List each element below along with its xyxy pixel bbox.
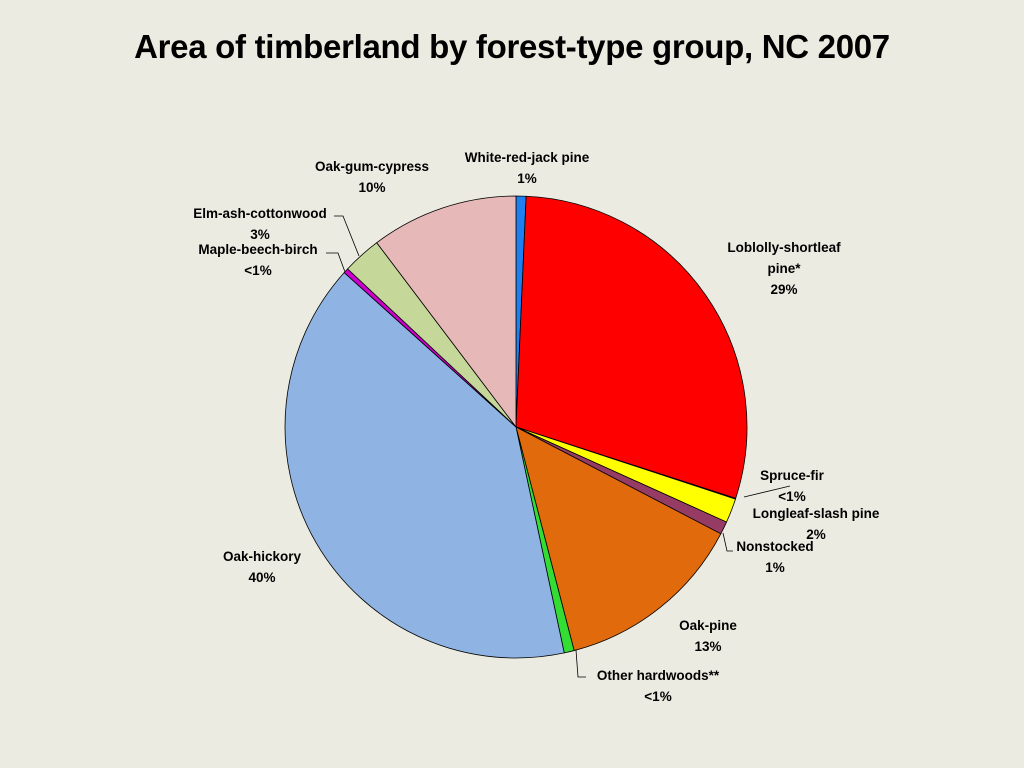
data-label-oak-gum-cypress: Oak-gum-cypress 10% — [315, 159, 429, 195]
data-labels: White-red-jack pine 1% Loblolly-shortleaf p… — [193, 150, 880, 704]
pie-slice-loblolly-shortleaf-pine — [515, 195, 748, 499]
data-label-oak-pine: Oak-pine 13% — [679, 618, 737, 654]
leader-line-spruce-fir — [743, 485, 791, 498]
data-label-spruce-fir: Spruce-fir <1% — [760, 468, 825, 504]
data-label-loblolly-shortleaf-pine: Loblolly-shortleaf pine* 29% — [727, 240, 841, 297]
pie-slice-oak-hickory — [284, 272, 565, 659]
chart-title: Area of timberland by forest-type group,… — [134, 28, 890, 65]
data-label-elm-ash-cottonwood: Elm-ash-cottonwood 3% — [193, 206, 327, 242]
pie-slice-oak-pine — [515, 426, 722, 651]
data-label-maple-beech-birch: Maple-beech-birch <1% — [198, 242, 317, 278]
data-label-white-red-jack-pine: White-red-jack pine 1% — [465, 150, 590, 186]
pie-slices — [284, 195, 748, 659]
pie-slice-oak-gum-cypress — [376, 195, 517, 428]
data-label-nonstocked: Nonstocked 1% — [736, 539, 813, 575]
leader-line-elm-ash-cottonwood — [334, 215, 360, 257]
data-label-oak-hickory: Oak-hickory 40% — [223, 549, 302, 585]
data-label-other-hardwoods: Other hardwoods** <1% — [597, 668, 720, 704]
leader-line-maple-beech-birch — [326, 252, 346, 273]
data-label-longleaf-slash-pine: Longleaf-slash pine 2% — [753, 506, 880, 542]
leader-line-nonstocked — [722, 532, 733, 552]
leader-line-other-hardwoods — [575, 649, 586, 678]
